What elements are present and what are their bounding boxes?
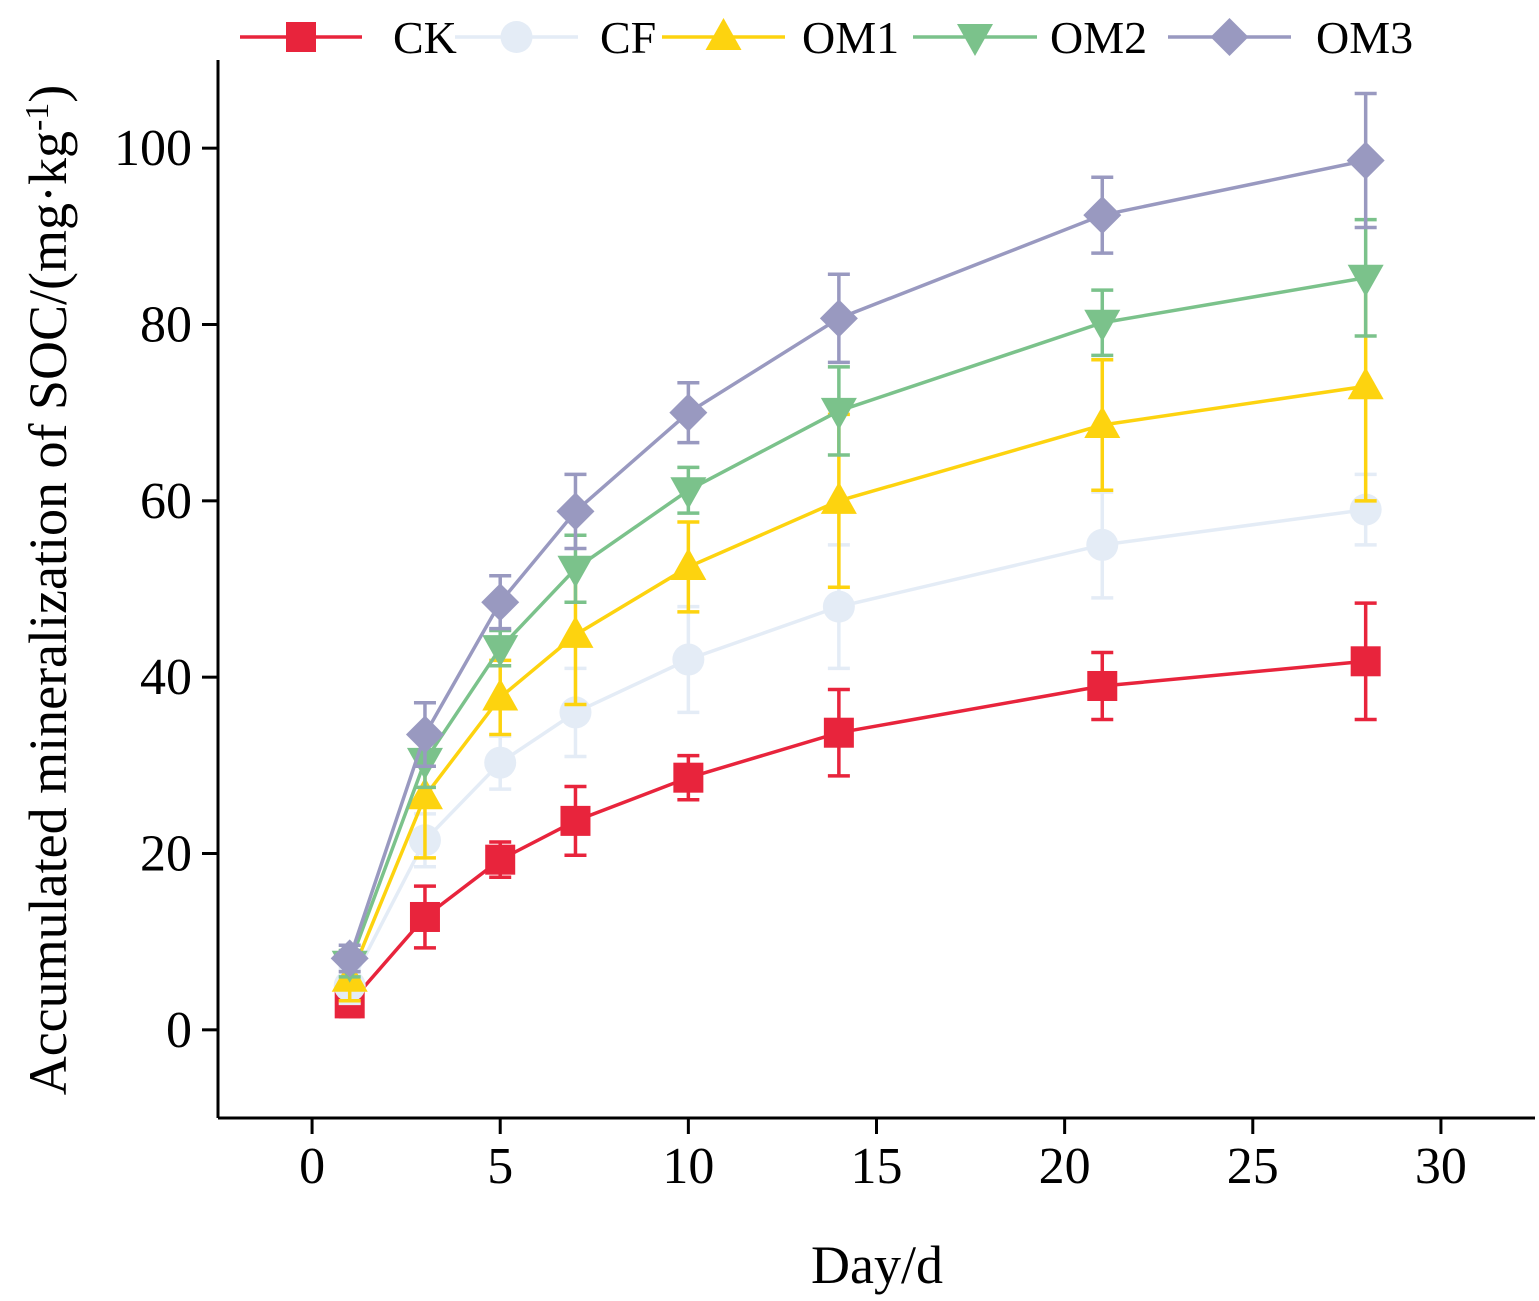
legend-marker-cf [500,21,533,53]
axes: 0 5 10 15 20 25 30 0 20 40 60 80 100 [114,60,1535,1195]
data-point-om1 [406,777,443,810]
data-point-om2 [820,397,857,430]
legend: CK CF OM1 OM2 OM3 [240,12,1413,63]
y-tick-label: 20 [140,826,192,883]
y-tick-label: 40 [140,649,192,706]
y-axis-title: Accumulated mineralization of SOC/(mg·kg… [18,85,78,1096]
data-point-om2 [1347,264,1384,297]
data-point-ck [1350,646,1381,677]
data-point-om2 [1084,309,1121,342]
x-tick-label: 15 [851,1138,903,1195]
data-point-ck [560,805,591,836]
data-point-ck [823,717,854,748]
series-layer [330,91,1385,1019]
data-point-om3 [1083,196,1122,235]
data-point-om1 [670,547,707,580]
legend-label-ck: CK [393,12,457,63]
legend-marker-ck [286,22,316,52]
series-line-om3 [348,158,1367,959]
legend-marker-om1 [705,18,742,50]
x-axis-title: Day/d [811,1235,943,1295]
y-tick-label: 100 [114,120,192,177]
y-axis-title-sup: -1 [19,103,56,131]
series-om3 [330,91,1385,978]
legend-marker-om3 [1210,18,1249,56]
legend-item-om3: OM3 [1168,12,1413,63]
data-point-cf [672,643,705,676]
data-point-om3 [819,299,858,338]
x-tick-label: 5 [487,1138,513,1195]
legend-item-ck: CK [240,12,457,63]
x-tick-label: 10 [662,1138,714,1195]
data-point-cf [822,590,855,623]
legend-item-cf: CF [455,12,656,63]
legend-label-om3: OM3 [1316,12,1413,63]
y-axis-title-main: Accumulated mineralization of SOC/(mg·kg [18,131,78,1095]
data-point-om1 [482,678,519,711]
data-point-cf [1086,528,1119,561]
series-line-om1 [348,384,1366,980]
x-tick-label: 0 [299,1138,325,1195]
series-line-ck [348,659,1366,1005]
x-tick-label: 25 [1227,1138,1279,1195]
legend-label-om2: OM2 [1050,12,1147,63]
data-point-om3 [669,393,708,432]
series-ck [334,601,1381,1019]
x-ticks: 0 5 10 15 20 25 30 [299,1118,1467,1195]
data-point-ck [673,762,704,793]
series-line-om2 [348,276,1366,965]
y-axis-title-close: ) [18,85,78,103]
data-point-ck [485,844,516,875]
y-ticks: 0 20 40 60 80 100 [114,120,218,1059]
data-point-ck [1087,670,1118,701]
legend-label-cf: CF [600,12,656,63]
y-tick-label: 80 [140,297,192,354]
legend-item-om2: OM2 [913,12,1147,63]
data-point-om1 [1347,367,1384,400]
legend-item-om1: OM1 [662,12,899,63]
data-point-om2 [482,635,519,668]
legend-label-om1: OM1 [802,12,899,63]
data-point-om3 [330,939,369,978]
series-cf [333,472,1382,1006]
data-point-om3 [481,583,520,622]
legend-marker-om2 [957,24,993,56]
data-point-cf [484,746,517,779]
data-point-om3 [1346,141,1385,180]
y-tick-label: 60 [140,473,192,530]
data-point-ck [409,901,440,932]
data-point-om1 [557,615,594,648]
data-point-om1 [820,481,857,514]
series-line-cf [348,507,1366,987]
x-tick-label: 30 [1415,1138,1467,1195]
data-point-om2 [557,555,594,588]
data-point-om3 [556,492,595,531]
data-point-om2 [670,477,707,510]
data-point-om3 [405,715,444,754]
data-point-om1 [1084,406,1121,439]
x-tick-label: 20 [1039,1138,1091,1195]
y-tick-label: 0 [166,1002,192,1059]
